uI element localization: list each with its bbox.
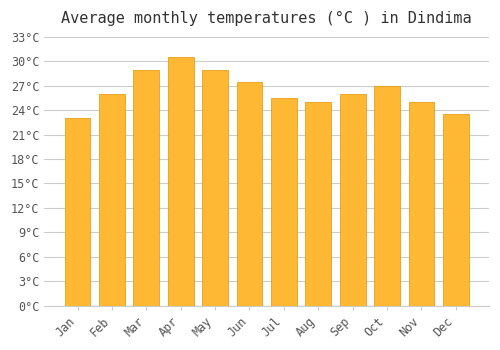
Title: Average monthly temperatures (°C ) in Dindima: Average monthly temperatures (°C ) in Di… [62, 11, 472, 26]
Bar [134, 70, 159, 306]
Bar [443, 114, 468, 306]
Bar [202, 70, 228, 306]
Bar [99, 94, 125, 306]
Bar [168, 57, 194, 306]
Bar [374, 86, 400, 306]
Bar [340, 94, 365, 306]
Bar [306, 102, 331, 306]
Bar [64, 118, 90, 306]
Bar [236, 82, 262, 306]
Bar [408, 102, 434, 306]
Bar [271, 98, 297, 306]
